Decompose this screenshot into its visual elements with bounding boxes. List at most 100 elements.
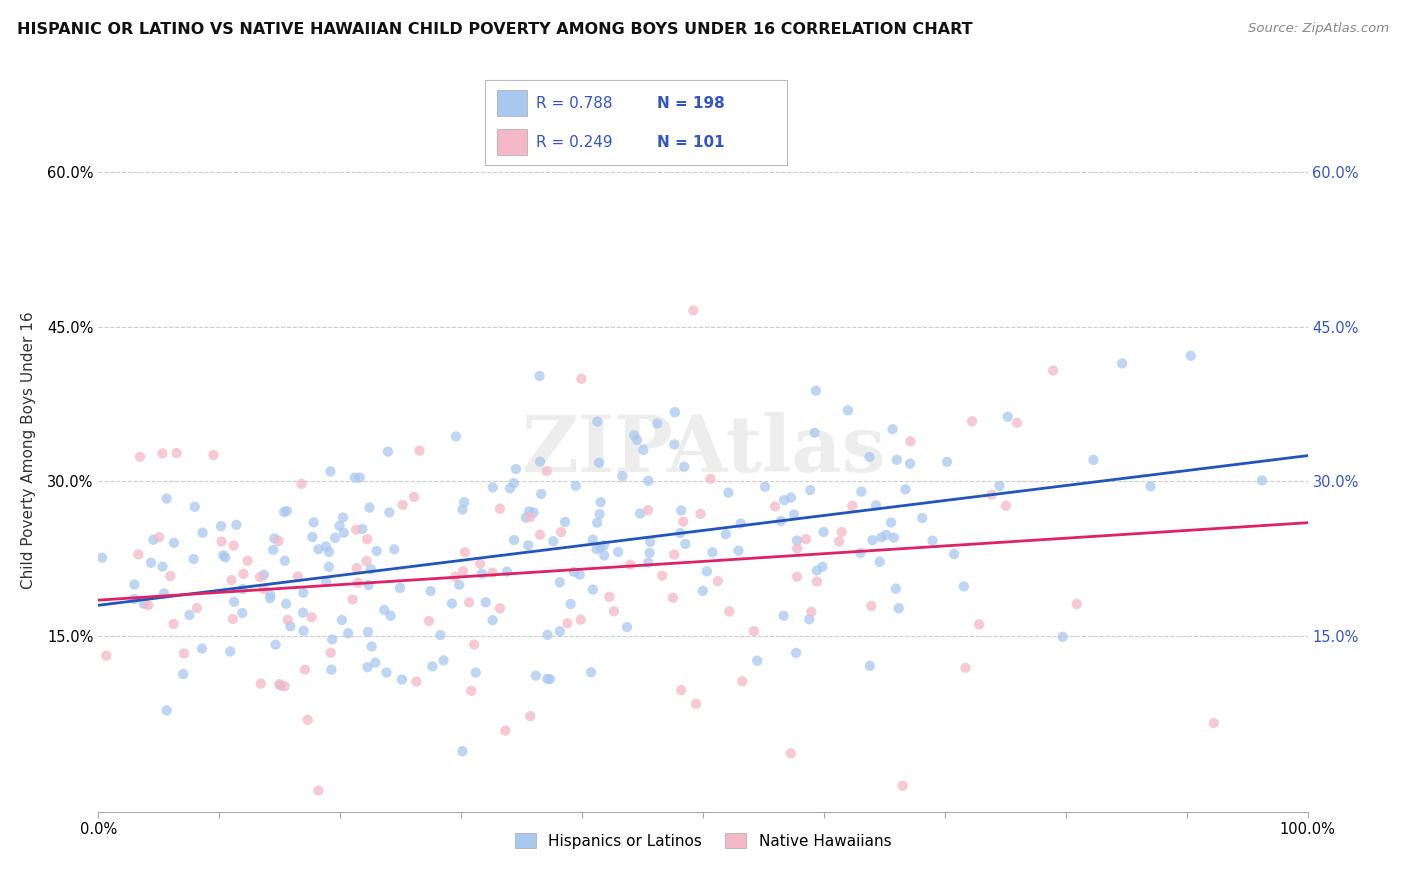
Point	[373, 603, 395, 617]
Point	[589, 495, 612, 509]
Point	[673, 537, 696, 551]
Point	[673, 459, 696, 474]
Point	[321, 632, 343, 647]
Point	[319, 464, 342, 478]
Point	[862, 533, 884, 548]
Point	[638, 534, 661, 549]
Point	[800, 605, 823, 619]
Point	[785, 646, 807, 660]
Point	[786, 569, 808, 583]
Point	[453, 495, 475, 509]
Point	[780, 491, 803, 505]
Point	[127, 548, 149, 562]
Point	[623, 428, 645, 442]
Point	[163, 536, 186, 550]
Point	[664, 437, 686, 451]
Point	[471, 566, 494, 581]
Point	[222, 612, 245, 626]
Point	[179, 607, 201, 622]
Point	[607, 545, 630, 559]
Point	[1052, 630, 1074, 644]
Point	[548, 575, 571, 590]
Point	[329, 519, 352, 533]
Point	[685, 697, 707, 711]
Point	[569, 372, 592, 386]
Point	[980, 488, 1002, 502]
Point	[953, 579, 976, 593]
Point	[364, 656, 387, 670]
Text: R = 0.788: R = 0.788	[537, 95, 613, 111]
Point	[481, 480, 503, 494]
Point	[315, 574, 337, 589]
Point	[250, 676, 273, 690]
Point	[529, 527, 551, 541]
Point	[357, 624, 380, 639]
Point	[156, 704, 179, 718]
Point	[253, 582, 276, 596]
Point	[481, 566, 503, 580]
Point	[662, 591, 685, 605]
Point	[323, 531, 346, 545]
Point	[153, 586, 176, 600]
Point	[352, 522, 374, 536]
Point	[221, 573, 243, 587]
Point	[264, 638, 287, 652]
Point	[554, 515, 576, 529]
Point	[166, 446, 188, 460]
Point	[731, 674, 754, 689]
Point	[538, 672, 561, 686]
Point	[222, 539, 245, 553]
Point	[730, 516, 752, 531]
Point	[382, 542, 405, 557]
Point	[172, 667, 194, 681]
Point	[451, 502, 474, 516]
Point	[769, 514, 792, 528]
Point	[1083, 453, 1105, 467]
Point	[884, 582, 907, 596]
Point	[671, 503, 693, 517]
Point	[219, 644, 242, 658]
Point	[96, 648, 118, 663]
Point	[616, 620, 638, 634]
Point	[593, 549, 616, 563]
Point	[277, 613, 299, 627]
Point	[519, 510, 541, 524]
Point	[869, 555, 891, 569]
Point	[669, 683, 692, 698]
Point	[419, 584, 441, 599]
Point	[718, 604, 741, 618]
Point	[494, 723, 516, 738]
Point	[262, 543, 284, 558]
Point	[582, 582, 605, 597]
Point	[232, 566, 254, 581]
Point	[536, 464, 558, 478]
Point	[742, 624, 765, 639]
Point	[707, 574, 730, 588]
Point	[391, 673, 413, 687]
Point	[356, 532, 378, 546]
Point	[1251, 474, 1274, 488]
Point	[360, 562, 382, 576]
Point	[152, 446, 174, 460]
Point	[851, 484, 873, 499]
Text: N = 198: N = 198	[658, 95, 725, 111]
Point	[186, 601, 208, 615]
Text: R = 0.249: R = 0.249	[537, 135, 613, 150]
Point	[444, 569, 467, 583]
Point	[717, 485, 740, 500]
Point	[129, 450, 152, 464]
Point	[468, 557, 491, 571]
Point	[779, 747, 801, 761]
Point	[714, 527, 737, 541]
Point	[828, 534, 851, 549]
Point	[936, 455, 959, 469]
Point	[274, 554, 297, 568]
Point	[612, 469, 634, 483]
Point	[664, 405, 686, 419]
Point	[870, 530, 893, 544]
Point	[278, 619, 301, 633]
Point	[458, 595, 481, 609]
Point	[626, 433, 648, 447]
Point	[142, 533, 165, 547]
Point	[555, 616, 578, 631]
